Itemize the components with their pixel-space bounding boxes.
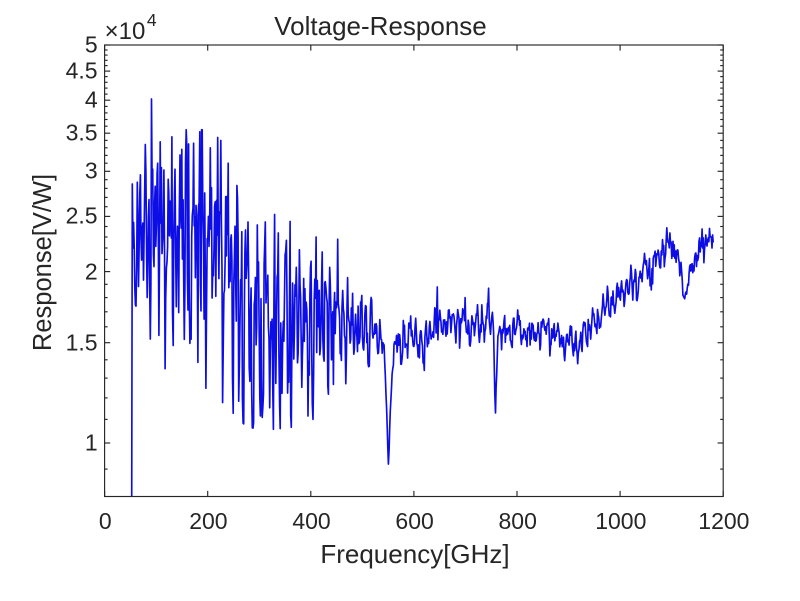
svg-text:Response[V/W]: Response[V/W] [29, 174, 57, 351]
